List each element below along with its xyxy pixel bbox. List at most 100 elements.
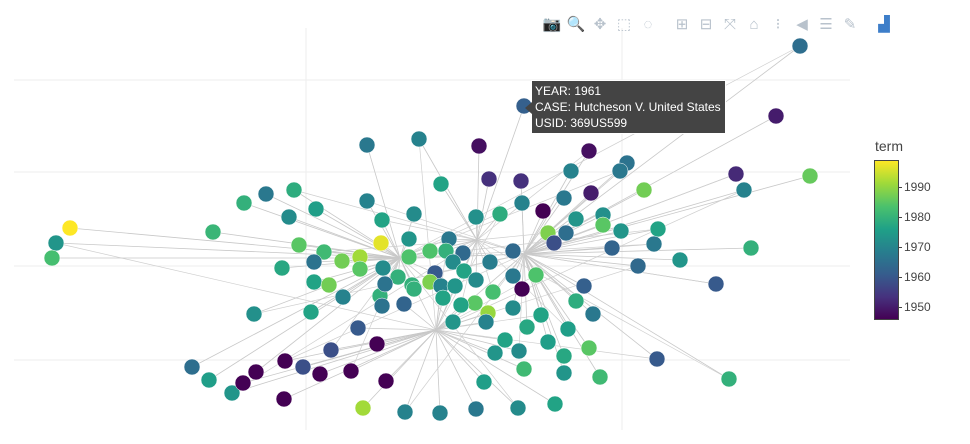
case-node[interactable] — [400, 248, 418, 266]
case-node[interactable] — [611, 162, 629, 180]
case-node[interactable] — [504, 242, 522, 260]
pan-icon[interactable]: ✥ — [593, 16, 607, 33]
case-node[interactable] — [432, 175, 450, 193]
case-node[interactable] — [470, 137, 488, 155]
case-node[interactable] — [580, 339, 598, 357]
case-node[interactable] — [315, 243, 333, 261]
case-node[interactable] — [421, 242, 439, 260]
case-node[interactable] — [727, 165, 745, 183]
case-node[interactable] — [509, 399, 527, 417]
zoom-in-icon[interactable]: ⊞ — [675, 16, 689, 33]
case-node[interactable] — [557, 224, 575, 242]
case-node[interactable] — [351, 260, 369, 278]
case-node[interactable] — [405, 205, 423, 223]
toggle-spike-lines-icon[interactable]: ⁝ — [775, 16, 781, 33]
case-node[interactable] — [466, 294, 484, 312]
case-node[interactable] — [649, 220, 667, 238]
case-node[interactable] — [290, 236, 308, 254]
case-node[interactable] — [555, 189, 573, 207]
case-node[interactable] — [801, 167, 819, 185]
case-node[interactable] — [594, 216, 612, 234]
edit-chart-icon[interactable]: ✎ — [843, 16, 857, 33]
case-node[interactable] — [294, 358, 312, 376]
case-node[interactable] — [467, 208, 485, 226]
case-node[interactable] — [527, 266, 545, 284]
case-node[interactable] — [629, 257, 647, 275]
case-node[interactable] — [333, 252, 351, 270]
case-node[interactable] — [43, 249, 61, 267]
case-node[interactable] — [405, 280, 423, 298]
case-node[interactable] — [305, 273, 323, 291]
case-node[interactable] — [320, 276, 338, 294]
case-node[interactable] — [444, 313, 462, 331]
case-node[interactable] — [434, 289, 452, 307]
zoom-icon[interactable]: 🔍 — [566, 16, 586, 33]
case-node[interactable] — [518, 318, 536, 336]
case-node[interactable] — [47, 234, 65, 252]
case-node[interactable] — [791, 37, 809, 55]
case-node[interactable] — [377, 372, 395, 390]
case-node[interactable] — [374, 259, 392, 277]
case-node[interactable] — [349, 319, 367, 337]
case-node[interactable] — [223, 384, 241, 402]
case-node[interactable] — [302, 303, 320, 321]
case-node[interactable] — [486, 344, 504, 362]
case-node[interactable] — [491, 205, 509, 223]
case-node[interactable] — [580, 142, 598, 160]
case-node[interactable] — [373, 297, 391, 315]
case-node[interactable] — [480, 170, 498, 188]
case-node[interactable] — [648, 350, 666, 368]
case-node[interactable] — [276, 352, 294, 370]
case-node[interactable] — [512, 172, 530, 190]
case-node[interactable] — [455, 262, 473, 280]
case-node[interactable] — [307, 200, 325, 218]
case-node[interactable] — [707, 275, 725, 293]
case-node[interactable] — [584, 305, 602, 323]
case-node[interactable] — [735, 181, 753, 199]
case-node[interactable] — [645, 235, 663, 253]
case-node[interactable] — [546, 395, 564, 413]
case-node[interactable] — [567, 292, 585, 310]
hover-closest-icon[interactable]: ◀ — [796, 16, 808, 33]
case-node[interactable] — [720, 370, 738, 388]
case-node[interactable] — [591, 368, 609, 386]
case-node[interactable] — [446, 277, 464, 295]
case-node[interactable] — [183, 358, 201, 376]
case-node[interactable] — [368, 335, 386, 353]
case-node[interactable] — [582, 184, 600, 202]
case-node[interactable] — [280, 208, 298, 226]
case-node[interactable] — [245, 305, 263, 323]
case-node[interactable] — [358, 136, 376, 154]
case-node[interactable] — [444, 253, 462, 271]
plotly-logo-icon[interactable]: ▟ — [878, 16, 890, 33]
case-node[interactable] — [484, 283, 502, 301]
case-node[interactable] — [410, 130, 428, 148]
case-node[interactable] — [532, 306, 550, 324]
case-node[interactable] — [504, 299, 522, 317]
lasso-select-icon[interactable]: ◌ — [643, 15, 653, 33]
download-plot-icon[interactable]: 📷 — [542, 16, 562, 33]
case-node[interactable] — [342, 362, 360, 380]
case-node[interactable] — [559, 320, 577, 338]
case-node[interactable] — [334, 288, 352, 306]
case-node[interactable] — [496, 331, 514, 349]
case-node[interactable] — [504, 267, 522, 285]
case-node[interactable] — [612, 222, 630, 240]
case-node[interactable] — [481, 253, 499, 271]
case-node[interactable] — [567, 210, 585, 228]
case-node[interactable] — [767, 107, 785, 125]
case-node[interactable] — [671, 251, 689, 269]
case-node[interactable] — [247, 363, 265, 381]
case-node[interactable] — [322, 341, 340, 359]
autoscale-icon[interactable]: ⤧ — [723, 15, 736, 33]
case-node[interactable] — [539, 333, 557, 351]
case-node[interactable] — [395, 295, 413, 313]
case-node[interactable] — [467, 271, 485, 289]
case-node[interactable] — [562, 162, 580, 180]
case-node[interactable] — [275, 390, 293, 408]
case-node[interactable] — [204, 223, 222, 241]
case-node[interactable] — [467, 400, 485, 418]
case-node[interactable] — [376, 275, 394, 293]
case-node[interactable] — [257, 185, 275, 203]
case-node[interactable] — [200, 371, 218, 389]
